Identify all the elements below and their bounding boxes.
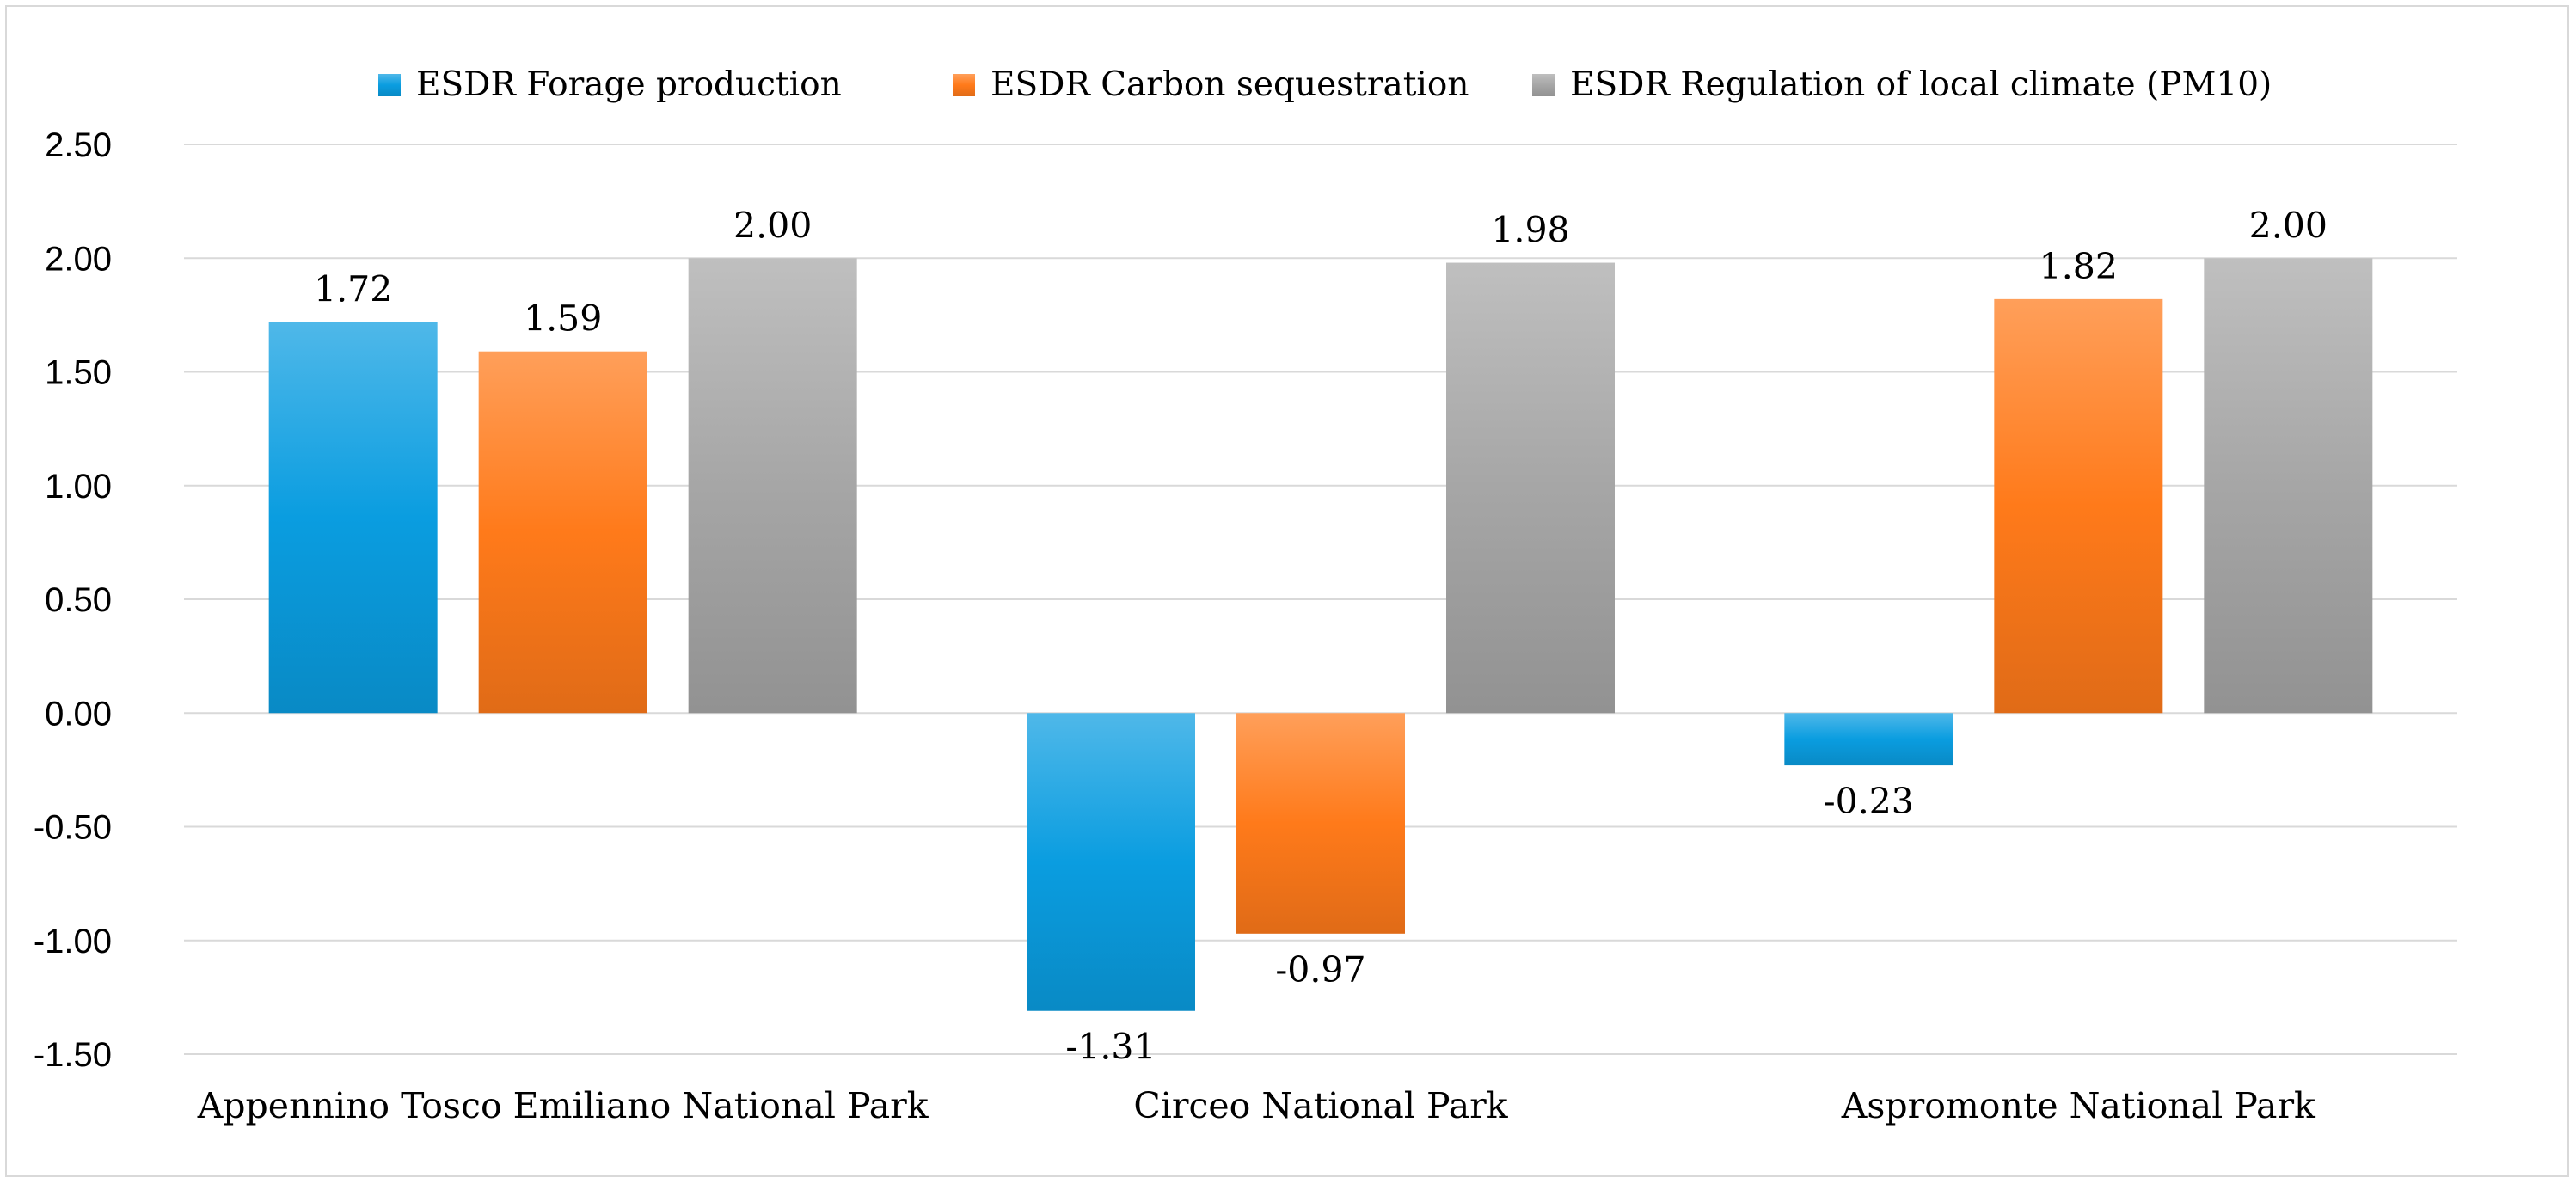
bars bbox=[268, 258, 2373, 1011]
y-tick-label: -1.50 bbox=[34, 1036, 112, 1074]
data-labels: 1.72 1.59 2.00 -1.31 -0.97 1.98 -0.23 1.82 2.00 bbox=[314, 205, 2328, 1067]
y-tick-label: 0.50 bbox=[45, 581, 112, 619]
data-label: -0.97 bbox=[1275, 949, 1365, 991]
data-label: 1.59 bbox=[524, 298, 602, 340]
y-tick-label: -0.50 bbox=[34, 809, 112, 847]
legend-label: ESDR Forage production bbox=[416, 65, 842, 104]
bar-chart: 1.721.592.00-1.31-0.971.98-0.231.822.00 … bbox=[34, 65, 2457, 1126]
y-axis: 2.50 2.00 1.50 1.00 0.50 0.00 -0.50 -1.00 -1.50 bbox=[34, 126, 112, 1074]
data-label: 1.72 bbox=[314, 268, 392, 310]
legend-label: ESDR Carbon sequestration bbox=[991, 65, 1469, 104]
bar-2-2 bbox=[1236, 713, 1405, 934]
data-label: 2.00 bbox=[733, 205, 812, 246]
legend-swatch bbox=[1532, 74, 1555, 96]
bar-1-1 bbox=[268, 322, 438, 714]
data-label: 1.98 bbox=[1491, 210, 1569, 251]
y-tick-label: 0.00 bbox=[45, 695, 112, 733]
bar-1-2 bbox=[1027, 713, 1195, 1011]
y-tick-label: -1.00 bbox=[34, 923, 112, 960]
data-label: 2.00 bbox=[2249, 205, 2328, 246]
legend: ESDR Forage production ESDR Carbon seques… bbox=[378, 65, 2272, 104]
bar-2-3 bbox=[1994, 298, 2163, 714]
x-category-label: Circeo National Park bbox=[1133, 1085, 1508, 1126]
y-tick-label: 2.00 bbox=[45, 240, 112, 278]
bar-2-1 bbox=[478, 351, 647, 714]
bar-3-2 bbox=[1446, 262, 1615, 714]
x-category-label: Appennino Tosco Emiliano National Park bbox=[197, 1085, 929, 1126]
bar-1-3 bbox=[1784, 713, 1953, 766]
legend-swatch bbox=[378, 74, 401, 96]
chart-frame: 1.72 1.59 2.00 -1.31 -0.97 1.98 -0.23 1.82 2.00 … bbox=[5, 5, 2569, 1177]
y-tick-label: 2.50 bbox=[45, 126, 112, 164]
legend-swatch bbox=[953, 74, 975, 96]
x-category-label: Aspromonte National Park bbox=[1841, 1085, 2316, 1126]
y-tick-label: 1.50 bbox=[45, 354, 112, 392]
data-label: 1.82 bbox=[2039, 246, 2118, 287]
bar-3-3 bbox=[2204, 258, 2373, 714]
data-label: -0.23 bbox=[1824, 781, 1914, 822]
x-axis: Appennino Tosco Emiliano National Park Ci… bbox=[197, 1085, 2316, 1126]
legend-label: ESDR Regulation of local climate (PM10) bbox=[1570, 65, 2272, 104]
bar-3-1 bbox=[688, 258, 857, 714]
data-label: -1.31 bbox=[1065, 1027, 1156, 1068]
y-tick-label: 1.00 bbox=[45, 468, 112, 506]
